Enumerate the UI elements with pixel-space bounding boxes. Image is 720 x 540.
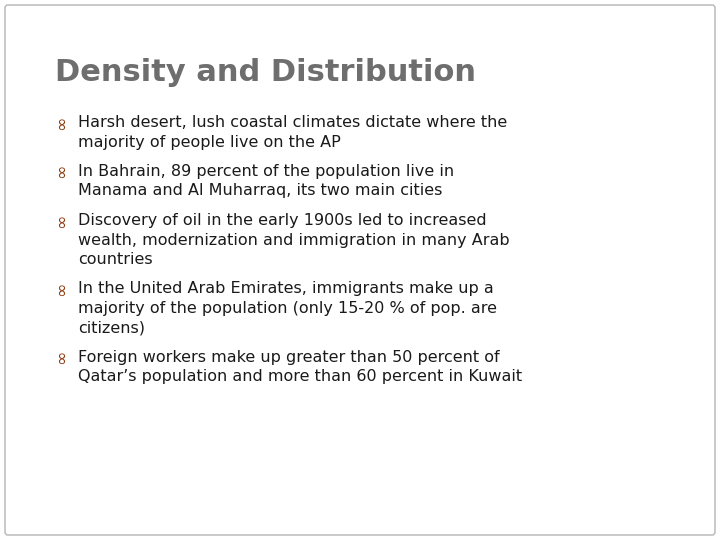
Text: ∞: ∞ xyxy=(52,115,70,130)
FancyBboxPatch shape xyxy=(5,5,715,535)
Text: Discovery of oil in the early 1900s led to increased: Discovery of oil in the early 1900s led … xyxy=(78,213,487,228)
Text: In the United Arab Emirates, immigrants make up a: In the United Arab Emirates, immigrants … xyxy=(78,281,494,296)
Text: ∞: ∞ xyxy=(52,281,70,296)
Text: Qatar’s population and more than 60 percent in Kuwait: Qatar’s population and more than 60 perc… xyxy=(78,369,522,384)
Text: Foreign workers make up greater than 50 percent of: Foreign workers make up greater than 50 … xyxy=(78,350,500,365)
Text: ∞: ∞ xyxy=(52,164,70,179)
Text: wealth, modernization and immigration in many Arab: wealth, modernization and immigration in… xyxy=(78,233,510,247)
Text: citizens): citizens) xyxy=(78,321,145,335)
Text: countries: countries xyxy=(78,252,153,267)
Text: majority of people live on the AP: majority of people live on the AP xyxy=(78,134,341,150)
Text: In Bahrain, 89 percent of the population live in: In Bahrain, 89 percent of the population… xyxy=(78,164,454,179)
Text: Density and Distribution: Density and Distribution xyxy=(55,58,476,87)
Text: majority of the population (only 15-20 % of pop. are: majority of the population (only 15-20 %… xyxy=(78,301,497,316)
Text: Harsh desert, lush coastal climates dictate where the: Harsh desert, lush coastal climates dict… xyxy=(78,115,508,130)
Text: Manama and Al Muharraq, its two main cities: Manama and Al Muharraq, its two main cit… xyxy=(78,184,442,199)
Text: ∞: ∞ xyxy=(52,350,70,364)
Text: ∞: ∞ xyxy=(52,213,70,227)
